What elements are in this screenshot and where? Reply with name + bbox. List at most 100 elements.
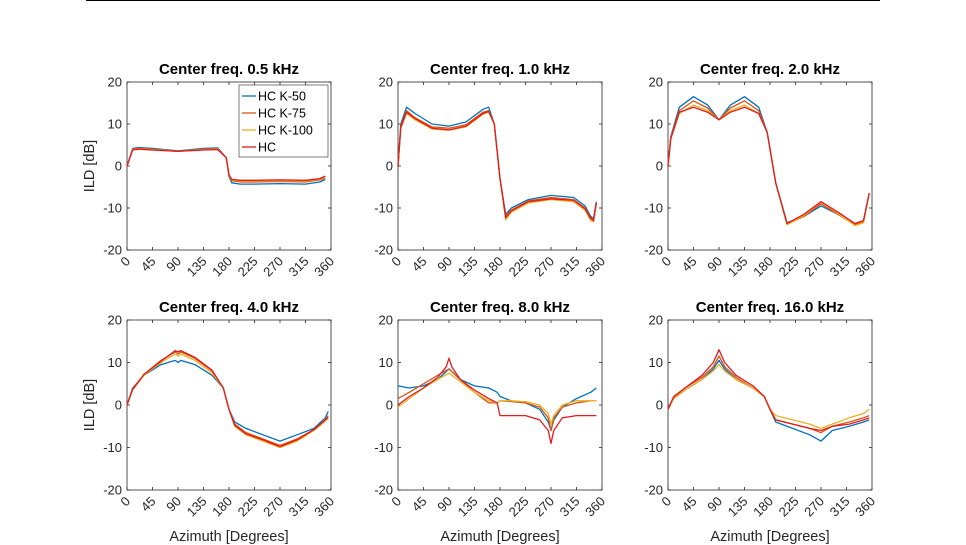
y-tick-label: -20 <box>374 243 393 258</box>
x-tick-label: 270 <box>801 494 827 520</box>
chart-panel-1: -20 -10 0 10 20 0 45 90 135 180 225 270 315 360 Center… <box>82 61 337 279</box>
y-tick-label: 0 <box>386 398 393 413</box>
y-tick-label: 20 <box>379 75 393 90</box>
chart-title: Center freq. 4.0 kHz <box>159 299 299 316</box>
x-axis-label: Azimuth [Degrees] <box>710 529 829 545</box>
x-tick-label: 45 <box>679 254 700 275</box>
x-tick-label: 315 <box>557 494 583 520</box>
x-tick-label: 90 <box>434 494 455 515</box>
x-tick-label: 45 <box>409 254 430 275</box>
chart-panel-4: -20 -10 0 10 20 0 45 90 135 180 225 270 315 360 Center… <box>82 299 337 545</box>
y-tick-label: 10 <box>379 355 393 370</box>
x-tick-label: 90 <box>163 494 184 515</box>
x-tick-label: 90 <box>704 254 725 275</box>
x-tick-label: 270 <box>531 494 557 520</box>
x-tick-label: 135 <box>725 494 751 520</box>
x-tick-label: 270 <box>801 254 827 280</box>
top-border-line <box>86 0 880 1</box>
legend-entry: HC K-75 <box>258 107 306 121</box>
y-tick-label: 0 <box>386 159 393 174</box>
y-tick-label: 10 <box>379 117 393 132</box>
y-tick-label: -20 <box>374 483 393 498</box>
x-tick-label: 180 <box>480 254 506 280</box>
x-tick-label: 225 <box>235 494 261 520</box>
x-tick-label: 270 <box>260 494 286 520</box>
x-tick-label: 180 <box>209 254 235 280</box>
legend-box <box>238 84 329 158</box>
y-tick-label: 20 <box>108 313 122 328</box>
y-tick-label: -10 <box>644 201 663 216</box>
series-line-hc <box>397 110 597 222</box>
x-tick-label: 360 <box>582 254 608 280</box>
x-tick-label: 0 <box>388 494 404 510</box>
x-tick-label: 270 <box>531 254 557 280</box>
x-tick-label: 90 <box>163 254 184 275</box>
x-tick-label: 135 <box>725 254 751 280</box>
legend-entry: HC <box>258 141 276 155</box>
legend-entry: HC K-100 <box>258 124 313 138</box>
chart-title: Center freq. 2.0 kHz <box>700 61 840 78</box>
y-tick-label: -10 <box>103 440 122 455</box>
x-tick-label: 315 <box>827 254 853 280</box>
x-tick-label: 315 <box>286 494 312 520</box>
x-tick-label: 225 <box>776 254 802 280</box>
y-tick-label: 0 <box>656 398 663 413</box>
x-tick-label: 180 <box>209 494 235 520</box>
x-tick-label: 360 <box>852 254 878 280</box>
x-tick-label: 90 <box>704 494 725 515</box>
x-axis-label: Azimuth [Degrees] <box>169 529 288 545</box>
x-tick-label: 0 <box>117 494 133 510</box>
series-line-hc <box>667 349 870 432</box>
x-tick-label: 45 <box>138 254 159 275</box>
x-tick-label: 270 <box>260 254 286 280</box>
y-axis-label: ILD [dB] <box>82 379 98 431</box>
series-line-hc-k-100 <box>397 372 597 425</box>
y-tick-label: 0 <box>656 159 663 174</box>
x-tick-label: 360 <box>582 494 608 520</box>
x-tick-label: 45 <box>138 494 159 515</box>
x-tick-label: 135 <box>455 494 481 520</box>
chart-panel-2: -20 -10 0 10 20 0 45 90 135 180 225 270 315 360 Center… <box>374 61 608 279</box>
series-line-hc <box>126 349 329 448</box>
plot-area <box>126 319 332 491</box>
x-tick-label: 225 <box>506 494 532 520</box>
x-tick-label: 360 <box>311 254 337 280</box>
x-tick-label: 135 <box>455 254 481 280</box>
y-tick-label: -20 <box>644 243 663 258</box>
y-tick-label: -10 <box>374 440 393 455</box>
chart-title: Center freq. 16.0 kHz <box>696 299 844 316</box>
y-tick-label: 10 <box>108 355 122 370</box>
y-tick-label: 10 <box>108 117 122 132</box>
x-tick-label: 360 <box>311 494 337 520</box>
x-tick-label: 360 <box>852 494 878 520</box>
x-tick-label: 180 <box>480 494 506 520</box>
x-tick-label: 225 <box>776 494 802 520</box>
x-tick-label: 90 <box>434 254 455 275</box>
y-tick-label: -10 <box>644 440 663 455</box>
chart-title: Center freq. 0.5 kHz <box>159 61 299 78</box>
plot-area <box>397 81 603 251</box>
y-tick-label: -10 <box>374 201 393 216</box>
y-tick-label: -20 <box>644 483 663 498</box>
x-tick-label: 0 <box>117 254 133 270</box>
series-line-hc <box>667 106 870 225</box>
x-tick-label: 315 <box>557 254 583 280</box>
x-tick-label: 135 <box>184 494 210 520</box>
y-tick-label: 20 <box>379 313 393 328</box>
chart-panel-6: -20 -10 0 10 20 0 45 90 135 180 225 270 315 360 Center… <box>644 299 878 545</box>
x-tick-label: 135 <box>184 254 210 280</box>
x-tick-label: 0 <box>658 254 674 270</box>
chart-legend: HC K-50 HC K-75 HC K-100 HC <box>238 84 329 158</box>
y-tick-label: -10 <box>103 201 122 216</box>
y-tick-label: 10 <box>649 117 663 132</box>
x-tick-label: 180 <box>750 254 776 280</box>
plot-area <box>667 319 873 491</box>
x-axis-label: Azimuth [Degrees] <box>440 529 559 545</box>
y-tick-label: 0 <box>115 159 122 174</box>
chart-title: Center freq. 8.0 kHz <box>430 299 570 316</box>
x-tick-label: 225 <box>235 254 261 280</box>
legend-entry: HC K-50 <box>258 90 306 104</box>
y-tick-label: 0 <box>115 398 122 413</box>
y-tick-label: 20 <box>108 75 122 90</box>
